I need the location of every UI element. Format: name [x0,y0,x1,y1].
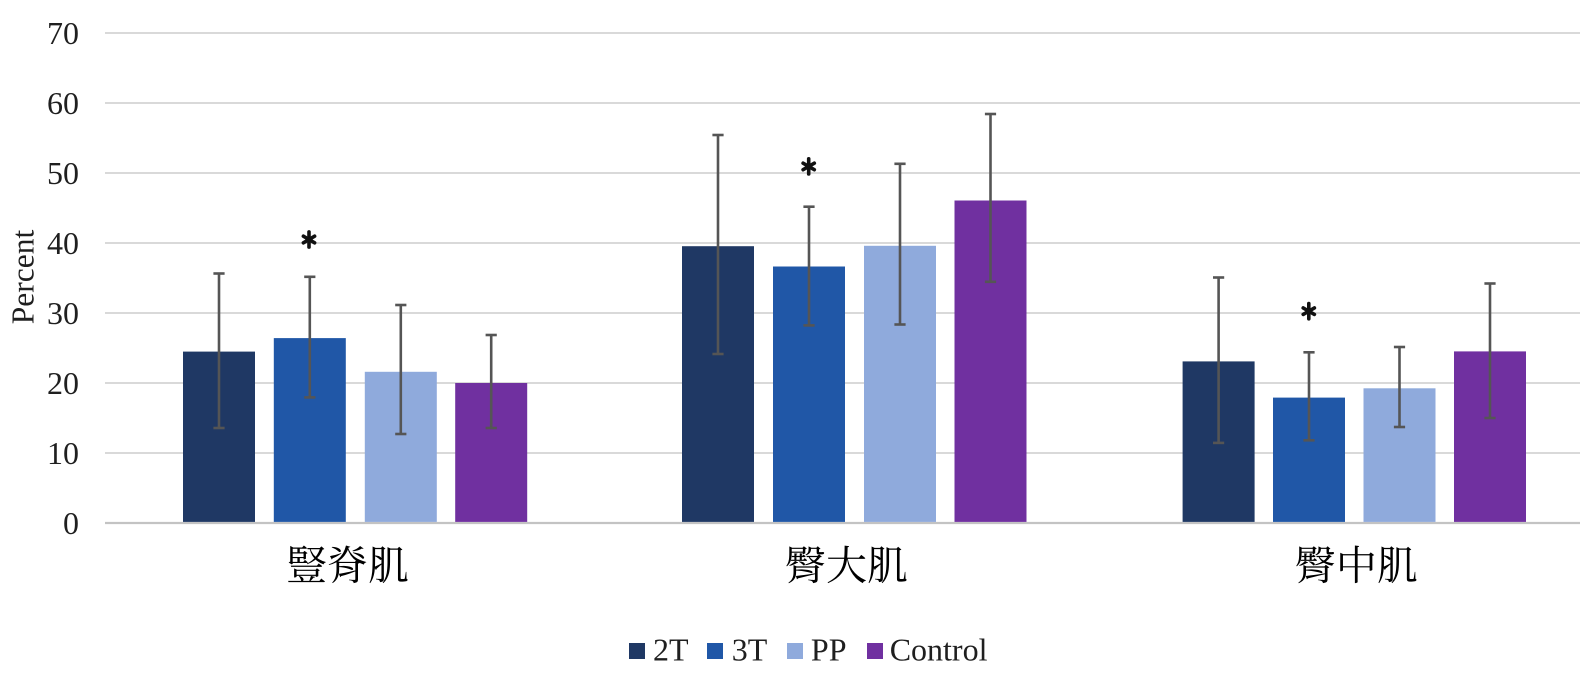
svg-text:70: 70 [47,15,79,51]
svg-text:50: 50 [47,155,79,191]
svg-text:Control: Control [890,632,988,668]
svg-text:Percent: Percent [6,230,41,325]
svg-text:PP: PP [811,632,847,668]
svg-text:2T: 2T [653,632,689,668]
svg-text:30: 30 [47,295,79,331]
svg-text:20: 20 [47,365,79,401]
svg-text:60: 60 [47,85,79,121]
svg-text:40: 40 [47,225,79,261]
svg-text:10: 10 [47,435,79,471]
svg-text:3T: 3T [732,632,768,668]
svg-text:0: 0 [63,505,79,541]
